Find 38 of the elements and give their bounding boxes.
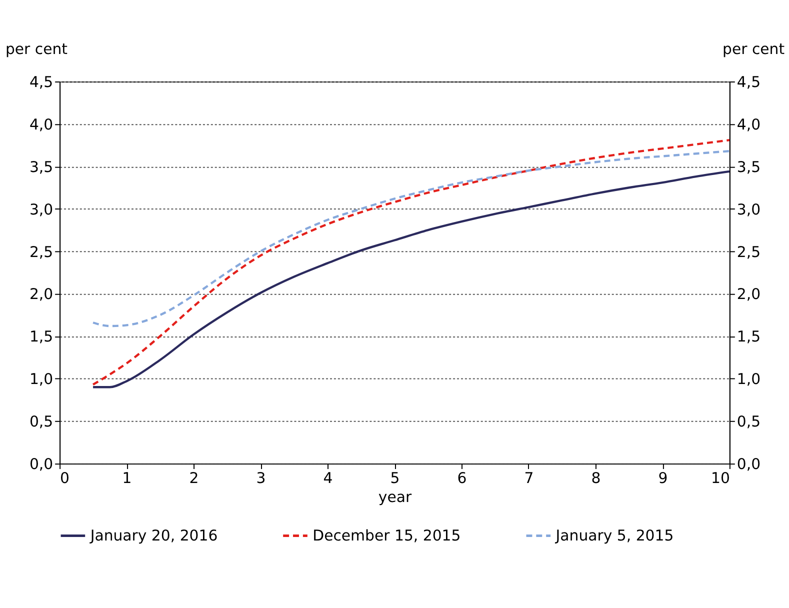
y2-axis-title: per cent xyxy=(722,40,785,58)
x-tick-label: 1 xyxy=(122,468,132,487)
y-tick-label: 0,5 xyxy=(29,412,54,431)
y2-tick-label: 2,5 xyxy=(736,242,761,261)
x-tick-label: 2 xyxy=(189,468,199,487)
y-tick-label: 4,5 xyxy=(29,72,54,91)
x-tick-label: 3 xyxy=(256,468,266,487)
y-tick-label: 0,0 xyxy=(29,455,54,474)
line-series xyxy=(92,150,731,328)
y-tick-label: 3,0 xyxy=(29,200,54,218)
y2-tick-label: 4,5 xyxy=(736,72,761,91)
x-tick-label: 9 xyxy=(658,468,668,487)
y2-tick-label: 1,0 xyxy=(736,370,761,388)
y-tick-label: 1,5 xyxy=(29,328,54,346)
x-tick-label: 5 xyxy=(390,468,400,487)
x-tick-label: 6 xyxy=(457,468,467,487)
x-tick-label: 10 xyxy=(711,468,730,487)
x-tick-label: 4 xyxy=(323,468,333,487)
legend-label: January 5, 2015 xyxy=(554,526,674,545)
y2-tick-label: 3,5 xyxy=(736,158,761,176)
y2-tick-label: 1,5 xyxy=(736,328,761,346)
y-tick-label: 3,5 xyxy=(29,158,54,176)
x-tick-label: 7 xyxy=(524,468,534,487)
legend-label: January 20, 2016 xyxy=(89,526,218,545)
y-tick-label: 2,5 xyxy=(29,242,54,261)
x-tick-label: 0 xyxy=(60,468,70,487)
x-tick-label: 8 xyxy=(591,468,601,487)
y2-tick-label: 0,0 xyxy=(736,455,761,474)
y-axis-title: per cent xyxy=(5,40,68,58)
legend-label: December 15, 2015 xyxy=(312,526,461,545)
x-axis-title: year xyxy=(378,488,412,506)
y-tick-label: 2,0 xyxy=(29,285,54,304)
y2-tick-label: 3,0 xyxy=(736,200,761,218)
y-tick-label: 4,0 xyxy=(29,115,54,134)
y2-tick-label: 2,0 xyxy=(736,285,761,304)
y-tick-label: 1,0 xyxy=(29,370,54,388)
y2-tick-label: 0,5 xyxy=(736,412,761,431)
y2-tick-label: 4,0 xyxy=(736,115,761,134)
